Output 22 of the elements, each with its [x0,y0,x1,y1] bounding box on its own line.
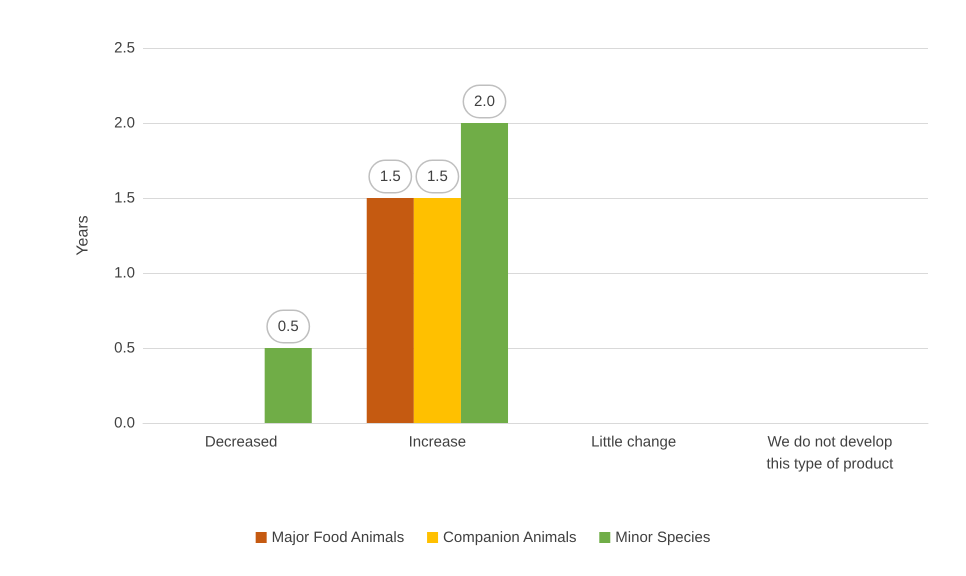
x-tick-label: Little change [591,434,676,450]
data-label: 2.0 [474,93,495,110]
y-tick-label: 1.5 [114,190,135,206]
y-tick-label: 1.0 [114,264,135,282]
y-tick-label: 0.0 [114,414,135,432]
bar [264,348,312,423]
data-label: 1.5 [426,168,448,185]
bar [460,123,508,423]
bar [414,198,461,423]
y-axis-title: Years [74,215,92,256]
data-label: 1.5 [380,168,401,185]
y-tick-label: 0.5 [114,340,135,356]
bar [366,198,414,423]
legend-label: Minor Species [615,529,710,546]
x-tick-label: Increase [408,434,466,450]
x-tick-label: We do not develop this type of product [766,434,894,472]
y-tick-label: 2.5 [114,40,135,56]
data-label: 0.5 [278,318,299,335]
x-tick-label: Decreased [204,434,278,450]
legend-label: Companion Animals [443,529,576,546]
y-tick-label: 2.0 [114,114,135,132]
legend-label: Major Food Animals [272,529,404,546]
